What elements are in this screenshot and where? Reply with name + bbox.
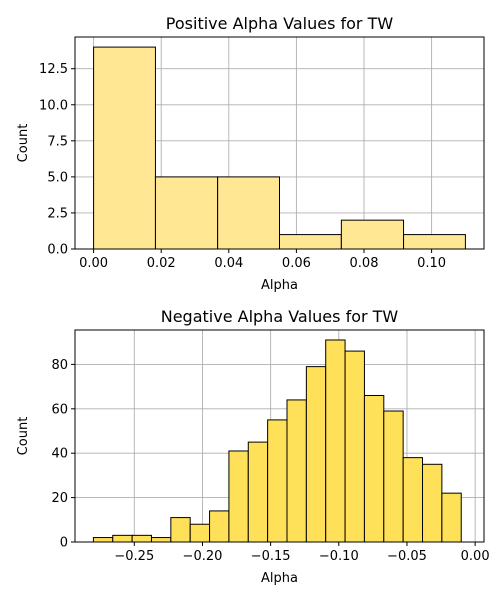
y-tick-label: 0	[60, 536, 68, 551]
histogram-bar	[402, 457, 424, 543]
histogram-bar	[189, 523, 211, 543]
histogram-bar	[305, 366, 327, 543]
histogram-bar	[112, 534, 133, 543]
plot-frame	[74, 36, 485, 250]
histogram-bar	[441, 492, 462, 543]
y-tick-label: 80	[51, 358, 68, 373]
y-axis-label: Count	[16, 124, 31, 163]
histogram-bar	[217, 176, 280, 250]
histogram-bar	[279, 234, 342, 250]
y-axis-label: Count	[16, 417, 31, 456]
histogram-bar	[92, 537, 114, 543]
y-tick-label: 20	[51, 491, 68, 506]
x-tick-label: 0.08	[350, 256, 379, 271]
x-axis-label: Alpha	[261, 278, 298, 293]
chart-2: −0.25 −0.20 −0.15 −0.10 −0.05 0.00 0 20 40 60 80 Ne…	[16, 307, 490, 586]
y-tick-label: 0.0	[47, 243, 68, 258]
histogram-bar	[247, 441, 269, 543]
chart-title: Positive Alpha Values for TW	[166, 14, 394, 33]
histogram-bar	[154, 176, 219, 250]
y-tick-label: 2.5	[47, 206, 68, 221]
histogram-bar	[131, 534, 152, 543]
x-tick-label: 0.00	[461, 549, 490, 564]
histogram-bar	[383, 410, 404, 543]
y-tick-label: 60	[51, 402, 68, 417]
x-tick-label: 0.10	[417, 256, 446, 271]
x-axis-label: Alpha	[261, 571, 298, 586]
y-tick-label: 40	[51, 447, 68, 462]
histogram-bar	[403, 234, 466, 250]
histogram-bar	[344, 350, 365, 543]
histogram-bar	[340, 219, 405, 250]
y-tick-label: 10.0	[39, 98, 68, 113]
x-tick-label: 0.02	[147, 256, 176, 271]
x-tick-label: −0.20	[183, 549, 223, 564]
histogram-bar	[422, 463, 443, 543]
y-tick-label: 7.5	[47, 134, 68, 149]
histogram-bar	[228, 450, 249, 543]
histogram-bar	[325, 339, 346, 543]
x-tick-label: 0.00	[79, 256, 108, 271]
x-tick-label: −0.10	[319, 549, 359, 564]
histogram-bar	[150, 537, 172, 543]
histogram-bar	[209, 510, 230, 543]
histogram-bar	[286, 399, 307, 543]
x-tick-label: −0.15	[251, 549, 291, 564]
histogram-bar	[363, 394, 385, 543]
x-tick-label: −0.25	[114, 549, 154, 564]
x-tick-label: 0.06	[282, 256, 311, 271]
x-tick-label: 0.04	[214, 256, 243, 271]
chart-title: Negative Alpha Values for TW	[161, 307, 399, 326]
histogram-bar	[93, 46, 156, 250]
histogram-bar	[170, 517, 191, 543]
histogram-bar	[267, 419, 288, 543]
chart-1: 0.00 0.02 0.04 0.06 0.08 0.10 0.0 2.5 5.0 7.5 10.0…	[16, 14, 485, 293]
plot-frame	[74, 329, 485, 543]
x-tick-label: −0.05	[387, 549, 427, 564]
y-tick-label: 5.0	[47, 170, 68, 185]
y-tick-label: 12.5	[39, 62, 68, 77]
